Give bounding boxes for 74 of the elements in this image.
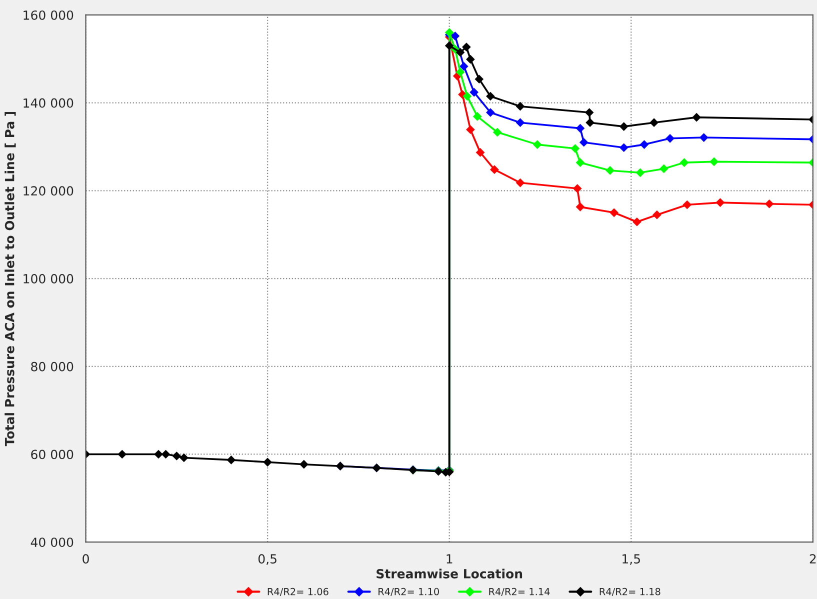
- legend-label: R4/R2= 1.10: [378, 588, 439, 596]
- point: [263, 458, 272, 466]
- x-tick-label: 0: [82, 554, 89, 564]
- point: [456, 48, 464, 56]
- y-tick-label: 40 000: [30, 538, 74, 548]
- x-tick-label: 2: [810, 554, 816, 564]
- point: [620, 144, 628, 152]
- point: [620, 122, 628, 131]
- point: [576, 158, 584, 167]
- point: [682, 200, 692, 209]
- point: [652, 210, 662, 219]
- point: [571, 144, 580, 153]
- point: [692, 113, 701, 122]
- point: [470, 88, 478, 96]
- legend-label: R4/R2= 1.14: [489, 588, 550, 596]
- y-tick-label: 100 000: [24, 274, 74, 284]
- point: [660, 164, 668, 173]
- point: [640, 140, 648, 149]
- point: [493, 128, 502, 136]
- x-axis-title: Streamwise Location: [376, 568, 522, 578]
- point: [516, 118, 524, 127]
- point: [154, 450, 163, 458]
- point: [490, 165, 499, 174]
- point: [580, 138, 588, 146]
- point: [636, 168, 644, 177]
- point: [610, 208, 618, 217]
- point: [445, 42, 454, 50]
- point: [475, 74, 484, 84]
- y-tick-label: 80 000: [31, 362, 74, 372]
- legend-label: R4/R2= 1.18: [600, 588, 660, 596]
- point: [227, 456, 236, 464]
- point: [516, 102, 524, 110]
- y-tick-label: 60 000: [31, 450, 74, 460]
- point: [463, 92, 472, 100]
- point: [456, 68, 464, 76]
- point: [462, 42, 471, 52]
- point: [680, 158, 688, 167]
- y-axis-title: Total Pressure ACA on Inlet to Outlet Line [ Pa ]: [4, 112, 16, 446]
- point: [466, 125, 475, 134]
- point: [586, 118, 594, 127]
- point: [473, 112, 482, 121]
- point: [606, 166, 614, 175]
- x-tick-label: 1,5: [622, 554, 640, 565]
- point: [445, 28, 454, 37]
- point: [666, 134, 674, 143]
- y-tick-label: 120 000: [24, 186, 74, 196]
- point: [650, 118, 658, 127]
- point: [118, 450, 126, 458]
- x-tick-label: 0,5: [258, 554, 276, 565]
- point: [716, 198, 724, 207]
- point: [576, 202, 584, 212]
- point: [516, 178, 524, 187]
- point: [162, 450, 170, 458]
- x-tick-label: 1: [446, 554, 452, 564]
- point: [451, 32, 460, 40]
- point: [476, 148, 484, 157]
- y-tick-label: 160 000: [24, 10, 74, 20]
- point: [632, 218, 642, 226]
- point: [710, 158, 718, 166]
- point: [180, 454, 188, 462]
- point: [460, 62, 468, 70]
- point: [466, 55, 475, 64]
- point: [585, 108, 594, 117]
- point: [533, 140, 542, 149]
- point: [486, 92, 495, 100]
- point: [576, 124, 584, 132]
- legend-label: R4/R2= 1.06: [268, 588, 328, 596]
- point: [172, 452, 181, 460]
- point: [486, 108, 495, 117]
- point: [765, 200, 774, 208]
- point: [573, 184, 582, 193]
- y-tick-label: 140 000: [24, 98, 74, 108]
- point: [700, 133, 708, 142]
- point: [300, 460, 308, 468]
